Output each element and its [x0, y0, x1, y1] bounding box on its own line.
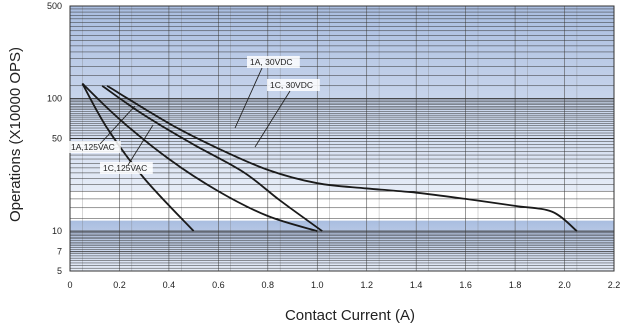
x-tick-label: 2.2: [608, 280, 621, 290]
y-tick-label: 10: [52, 226, 62, 236]
annotation-bg: [267, 79, 320, 91]
annotation-leader: [99, 105, 136, 145]
series-line-1: [81, 83, 195, 232]
band-gap: [70, 191, 614, 221]
plot-frame: [69, 5, 615, 272]
annotation-leader: [127, 124, 154, 166]
annotation-leader: [234, 67, 263, 129]
x-tick-labels: 0 0.2 0.4 0.6 0.8 1.0 1.2 1.4 1.6 1.8 2.0 2.2: [67, 280, 620, 290]
series-line-4: [106, 85, 578, 232]
x-tick-label: 2.0: [558, 280, 571, 290]
y-tick-label: 7: [57, 247, 62, 257]
x-axis-title: Contact Current (A): [285, 307, 415, 324]
annotation-label: 1C, 30VDC: [270, 80, 313, 90]
x-tick-label: 1.0: [311, 280, 324, 290]
annotation-label: 1A, 30VDC: [250, 57, 293, 67]
annotation-label: 1C,125VAC: [103, 163, 147, 173]
grid-lines: [69, 5, 615, 272]
y-axis-title: Operations (X10000 OPS): [7, 47, 24, 222]
x-tick-label: 1.4: [410, 280, 423, 290]
annotation-bg: [247, 56, 300, 68]
annotation-leader: [254, 90, 291, 148]
annotation-label: 1A,125VAC: [71, 142, 115, 152]
y-tick-label: 50: [52, 134, 62, 144]
x-tick-label: 1.6: [459, 280, 472, 290]
series-line-2: [81, 82, 318, 232]
annotation-bg: [100, 162, 153, 174]
x-tick-label: 0.6: [212, 280, 225, 290]
x-tick-label: 0.4: [163, 280, 176, 290]
y-tick-label: 500: [47, 1, 62, 11]
x-tick-label: 0: [67, 280, 72, 290]
y-tick-labels: 500 100 50 10 7 5: [47, 1, 62, 276]
x-tick-label: 1.8: [509, 280, 522, 290]
y-tick-label: 5: [57, 266, 62, 276]
x-tick-label: 0.2: [113, 280, 126, 290]
series-lines: [81, 82, 578, 232]
series-line-3: [101, 85, 323, 232]
annotations: 1A, 30VDC 1C, 30VDC 1A,125VAC 1C,125VAC: [68, 56, 320, 174]
x-tick-label: 1.2: [360, 280, 373, 290]
annotation-bg: [68, 141, 121, 153]
x-tick-label: 0.8: [262, 280, 275, 290]
y-tick-label: 100: [47, 94, 62, 104]
